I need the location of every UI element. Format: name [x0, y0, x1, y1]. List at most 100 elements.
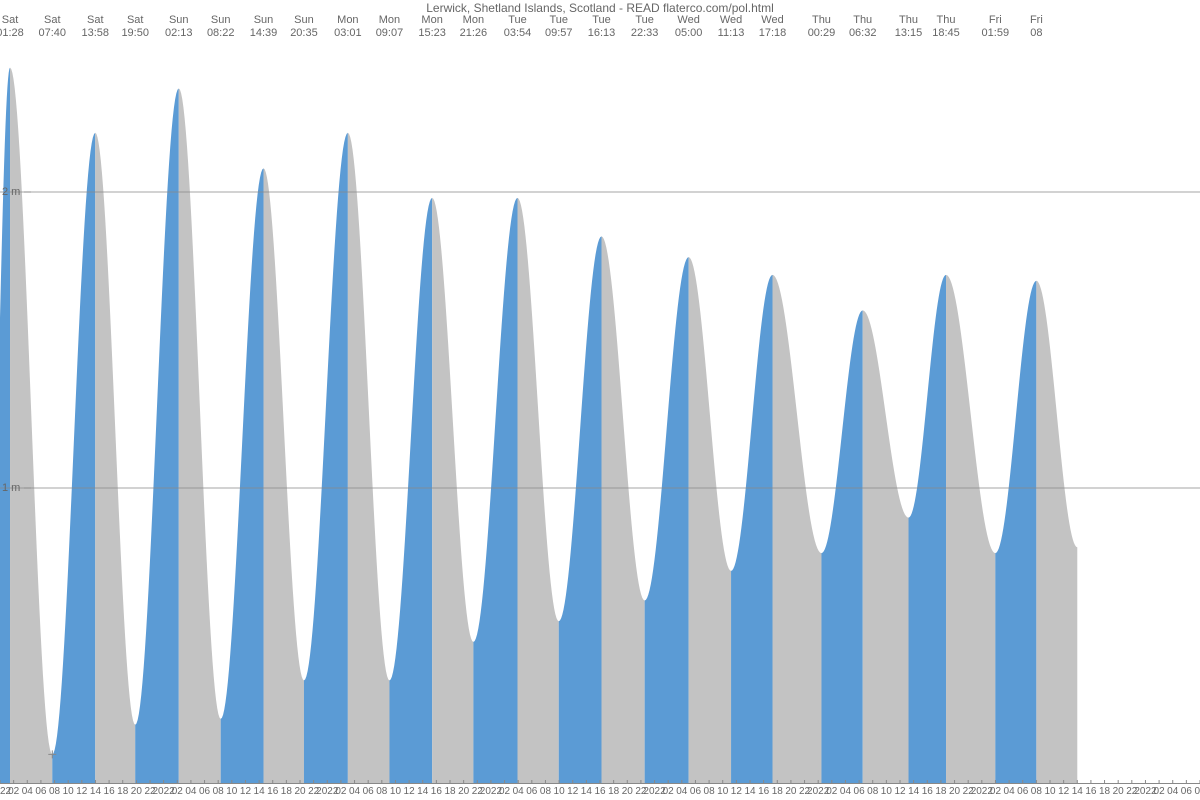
tide-event-label: Sat07:40 [39, 14, 67, 40]
bottom-hour-label: 04 [676, 786, 687, 797]
bottom-hour-label: 14 [744, 786, 755, 797]
tide-event-label: Sat01:28 [0, 14, 24, 40]
bottom-hour-label: 18 [281, 786, 292, 797]
chart-title: Lerwick, Shetland Islands, Scotland - RE… [0, 1, 1200, 15]
bottom-hour-label: 08 [1194, 786, 1200, 797]
bottom-hour-label: 04 [513, 786, 524, 797]
tide-event-label: Mon09:07 [376, 14, 404, 40]
bottom-hour-label: 16 [758, 786, 769, 797]
bottom-hour-label: 04 [1004, 786, 1015, 797]
bottom-hour-label: 08 [540, 786, 551, 797]
bottom-hour-label: 18 [1099, 786, 1110, 797]
tide-event-label: Sat19:50 [121, 14, 149, 40]
bottom-hour-label: 02 [1154, 786, 1165, 797]
bottom-hour-label: 20 [1113, 786, 1124, 797]
tide-event-label: Thu00:29 [808, 14, 836, 40]
bottom-hour-label: 10 [226, 786, 237, 797]
y-tick-label: 2 m [2, 186, 20, 198]
bottom-hour-label: 18 [117, 786, 128, 797]
bottom-hour-label: 18 [608, 786, 619, 797]
tide-event-label: Sat13:58 [81, 14, 109, 40]
bottom-hour-label: 10 [554, 786, 565, 797]
bottom-hour-label: 18 [935, 786, 946, 797]
tide-event-label: Mon03:01 [334, 14, 362, 40]
bottom-hour-label: 16 [594, 786, 605, 797]
y-tick-label: 1 m [2, 482, 20, 494]
bottom-hour-label: 04 [1167, 786, 1178, 797]
bottom-hour-label: 10 [881, 786, 892, 797]
tide-event-label: Sun08:22 [207, 14, 235, 40]
tide-event-label: Sun02:13 [165, 14, 193, 40]
tide-event-label: Sun20:35 [290, 14, 318, 40]
tide-event-label: Thu13:15 [895, 14, 923, 40]
bottom-hour-label: 08 [49, 786, 60, 797]
bottom-hour-label: 16 [922, 786, 933, 797]
bottom-hour-label: 06 [199, 786, 210, 797]
bottom-hour-label: 14 [581, 786, 592, 797]
tide-event-label: Tue16:13 [588, 14, 616, 40]
tide-event-label: Sun14:39 [250, 14, 278, 40]
bottom-hour-label: 20 [131, 786, 142, 797]
tide-event-label: Thu06:32 [849, 14, 877, 40]
bottom-hour-label: 08 [213, 786, 224, 797]
bottom-hour-label: 02 [172, 786, 183, 797]
bottom-hour-label: 20 [949, 786, 960, 797]
tide-event-label: Wed17:18 [759, 14, 787, 40]
chart-svg [0, 44, 1200, 784]
bottom-hour-label: 02 [8, 786, 19, 797]
tide-event-label: Wed05:00 [675, 14, 703, 40]
bottom-hour-label: 12 [731, 786, 742, 797]
tide-chart: Lerwick, Shetland Islands, Scotland - RE… [0, 0, 1200, 800]
bottom-hour-label: 12 [240, 786, 251, 797]
bottom-hour-label: 14 [1072, 786, 1083, 797]
plot-area: 1 m 2 m [0, 44, 1200, 784]
bottom-hour-label: 12 [894, 786, 905, 797]
bottom-hour-label: 10 [1044, 786, 1055, 797]
bottom-hour-label: 16 [104, 786, 115, 797]
bottom-hour-label: 20 [294, 786, 305, 797]
tide-event-label: Fri01:59 [982, 14, 1010, 40]
bottom-hour-label: 04 [840, 786, 851, 797]
bottom-hour-label: 12 [1058, 786, 1069, 797]
bottom-hour-label: 10 [390, 786, 401, 797]
bottom-hour-label: 04 [349, 786, 360, 797]
bottom-hour-label: 02 [826, 786, 837, 797]
tide-event-label: Wed11:13 [718, 14, 745, 40]
tide-event-label: Thu18:45 [932, 14, 960, 40]
bottom-hour-label: 16 [1085, 786, 1096, 797]
bottom-hour-label: 10 [717, 786, 728, 797]
bottom-hour-labels: 2022020406081012141618202220220204060810… [0, 786, 1200, 798]
bottom-hour-label: 06 [854, 786, 865, 797]
bottom-hour-label: 14 [90, 786, 101, 797]
bottom-hour-label: 16 [431, 786, 442, 797]
tide-event-label: Tue03:54 [504, 14, 532, 40]
bottom-hour-label: 20 [785, 786, 796, 797]
bottom-hour-label: 16 [267, 786, 278, 797]
bottom-hour-label: 14 [908, 786, 919, 797]
bottom-hour-label: 08 [1031, 786, 1042, 797]
bottom-hour-label: 02 [663, 786, 674, 797]
bottom-hour-label: 06 [35, 786, 46, 797]
bottom-hour-label: 12 [567, 786, 578, 797]
bottom-hour-label: 18 [444, 786, 455, 797]
bottom-hour-label: 06 [363, 786, 374, 797]
bottom-hour-label: 20 [622, 786, 633, 797]
tide-event-label: Fri08 [1030, 14, 1043, 40]
bottom-hour-label: 08 [376, 786, 387, 797]
tide-event-label: Mon21:26 [460, 14, 488, 40]
bottom-hour-label: 10 [63, 786, 74, 797]
top-time-labels: Fri08 Sat01:28 Sat07:40 Sat13:58 Sat19:50 Sun… [0, 14, 1200, 44]
bottom-hour-label: 18 [772, 786, 783, 797]
bottom-hour-label: 06 [1017, 786, 1028, 797]
bottom-hour-label: 14 [254, 786, 265, 797]
bottom-hour-label: 14 [417, 786, 428, 797]
bottom-hour-label: 06 [1181, 786, 1192, 797]
bottom-hour-label: 02 [990, 786, 1001, 797]
bottom-hour-label: 04 [185, 786, 196, 797]
bottom-hour-label: 06 [526, 786, 537, 797]
tide-event-label: Mon15:23 [418, 14, 446, 40]
bottom-hour-label: 02 [335, 786, 346, 797]
bottom-hour-label: 12 [404, 786, 415, 797]
tide-event-label: Tue09:57 [545, 14, 573, 40]
tide-event-label: Tue22:33 [631, 14, 659, 40]
